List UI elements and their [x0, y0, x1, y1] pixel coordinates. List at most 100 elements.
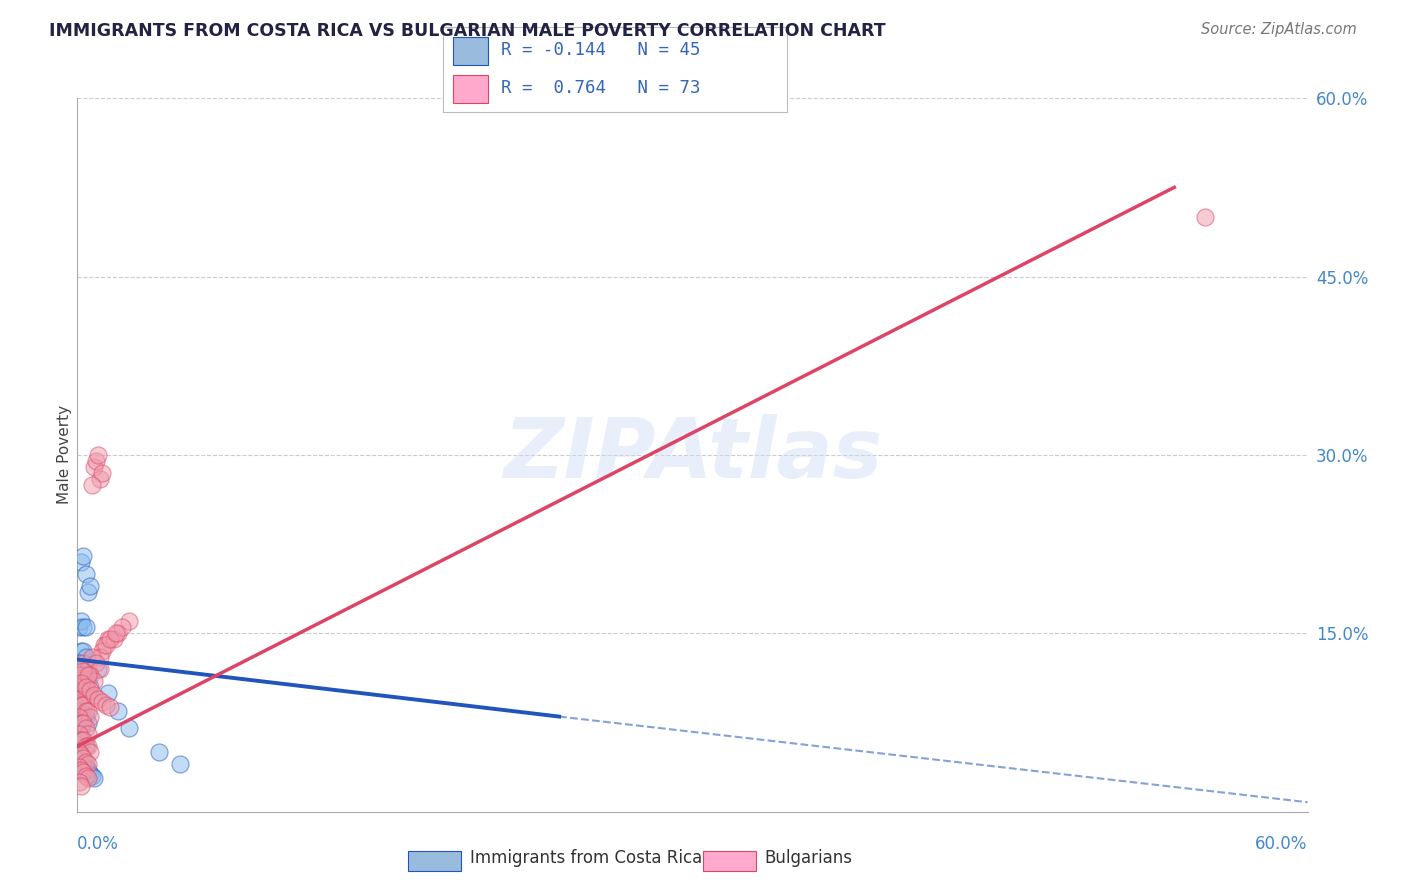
Point	[79, 668, 101, 682]
Point	[72, 733, 94, 747]
Text: R =  0.764   N = 73: R = 0.764 N = 73	[502, 78, 702, 96]
Point	[72, 549, 94, 563]
Point	[67, 656, 90, 670]
Point	[76, 673, 98, 688]
Point	[67, 691, 90, 706]
Point	[67, 745, 90, 759]
Point	[98, 632, 121, 647]
Point	[107, 626, 129, 640]
Point	[79, 691, 101, 706]
Point	[67, 620, 90, 634]
Point	[75, 739, 97, 754]
Point	[70, 673, 93, 688]
Point	[80, 477, 103, 491]
Point	[75, 668, 97, 682]
Point	[67, 668, 90, 682]
Point	[72, 765, 94, 780]
Point	[103, 632, 125, 647]
Point	[72, 673, 94, 688]
Bar	[453, 75, 488, 103]
Point	[169, 757, 191, 772]
Text: Immigrants from Costa Rica: Immigrants from Costa Rica	[470, 849, 702, 867]
Point	[67, 745, 90, 759]
Point	[70, 733, 93, 747]
Point	[83, 688, 105, 702]
Point	[70, 555, 93, 569]
Point	[75, 722, 97, 736]
Point	[79, 680, 101, 694]
Point	[83, 673, 105, 688]
Point	[70, 686, 93, 700]
Point	[70, 722, 93, 736]
Point	[76, 686, 98, 700]
Point	[111, 620, 134, 634]
Point	[70, 763, 93, 777]
Point	[76, 739, 98, 754]
Point	[89, 662, 111, 676]
Point	[67, 727, 90, 741]
Point	[83, 772, 105, 786]
Point	[75, 650, 97, 665]
Point	[76, 727, 98, 741]
Text: IMMIGRANTS FROM COSTA RICA VS BULGARIAN MALE POVERTY CORRELATION CHART: IMMIGRANTS FROM COSTA RICA VS BULGARIAN …	[49, 22, 886, 40]
Point	[76, 584, 98, 599]
Point	[70, 704, 93, 718]
Point	[72, 691, 94, 706]
Point	[98, 700, 121, 714]
Point	[67, 727, 90, 741]
Point	[117, 722, 139, 736]
Point	[90, 466, 114, 480]
Point	[75, 566, 97, 581]
Point	[79, 683, 101, 698]
Point	[107, 704, 129, 718]
Point	[76, 772, 98, 786]
Point	[89, 472, 111, 486]
Point	[90, 644, 114, 658]
Point	[76, 662, 98, 676]
Point	[72, 680, 94, 694]
Point	[70, 779, 93, 793]
Point	[70, 747, 93, 762]
Point	[72, 656, 94, 670]
Point	[75, 686, 97, 700]
Point	[70, 715, 93, 730]
Point	[97, 632, 120, 647]
Text: Bulgarians: Bulgarians	[765, 849, 853, 867]
Text: ZIPAtlas: ZIPAtlas	[503, 415, 882, 495]
Point	[75, 709, 97, 723]
Point	[76, 763, 98, 777]
Point	[76, 757, 98, 772]
Point	[75, 704, 97, 718]
Point	[75, 759, 97, 773]
Point	[79, 745, 101, 759]
Point	[72, 733, 94, 747]
Point	[97, 686, 120, 700]
Point	[90, 695, 114, 709]
Point	[67, 775, 90, 789]
Point	[93, 638, 115, 652]
Point	[84, 454, 107, 468]
Point	[72, 751, 94, 765]
Point	[72, 662, 94, 676]
Point	[87, 662, 110, 676]
Point	[80, 769, 103, 783]
Point	[67, 704, 90, 718]
Point	[79, 766, 101, 780]
Point	[67, 759, 90, 773]
Point	[75, 769, 97, 783]
Point	[75, 620, 97, 634]
Point	[76, 715, 98, 730]
Point	[70, 676, 93, 690]
Point	[70, 668, 93, 682]
Point	[75, 673, 97, 688]
Point	[75, 739, 97, 754]
Point	[70, 751, 93, 765]
Point	[72, 757, 94, 772]
Text: R = -0.144   N = 45: R = -0.144 N = 45	[502, 41, 702, 59]
Point	[79, 579, 101, 593]
Point	[70, 698, 93, 712]
Point	[72, 715, 94, 730]
Point	[72, 698, 94, 712]
Point	[105, 626, 128, 640]
Point	[87, 448, 110, 462]
